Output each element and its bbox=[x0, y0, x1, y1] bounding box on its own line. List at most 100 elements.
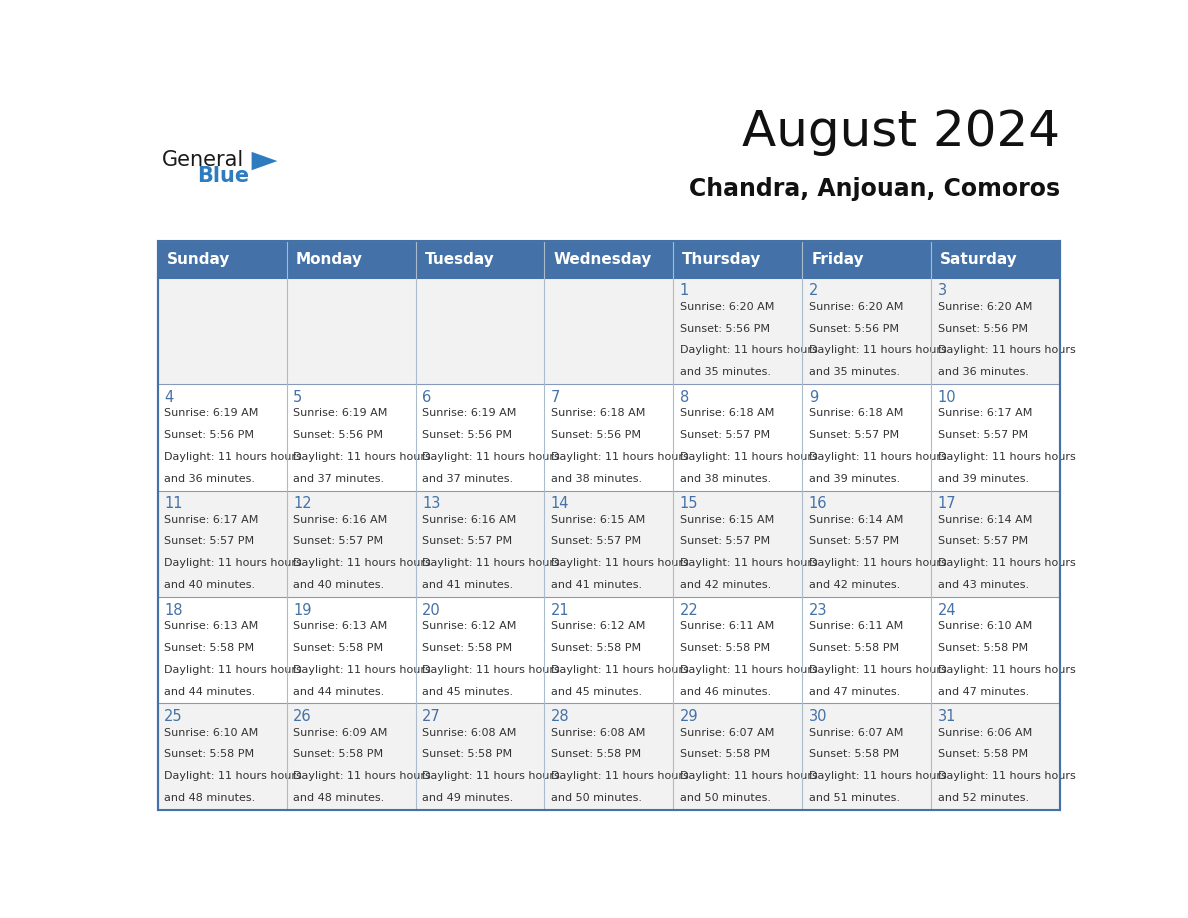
Text: 22: 22 bbox=[680, 603, 699, 618]
Text: Sunset: 5:58 PM: Sunset: 5:58 PM bbox=[680, 643, 770, 653]
Text: Daylight: 11 hours hours: Daylight: 11 hours hours bbox=[809, 345, 947, 355]
Text: Daylight: 11 hours hours: Daylight: 11 hours hours bbox=[809, 771, 947, 781]
Text: Sunset: 5:57 PM: Sunset: 5:57 PM bbox=[422, 536, 512, 546]
Text: 20: 20 bbox=[422, 603, 441, 618]
Text: Daylight: 11 hours hours: Daylight: 11 hours hours bbox=[422, 452, 560, 462]
Text: Sunrise: 6:13 AM: Sunrise: 6:13 AM bbox=[293, 621, 387, 631]
Text: 13: 13 bbox=[422, 497, 441, 511]
Text: Sunrise: 6:07 AM: Sunrise: 6:07 AM bbox=[680, 728, 775, 737]
Text: Sunrise: 6:14 AM: Sunrise: 6:14 AM bbox=[809, 515, 903, 524]
Text: Sunrise: 6:19 AM: Sunrise: 6:19 AM bbox=[293, 409, 387, 419]
Text: and 38 minutes.: and 38 minutes. bbox=[551, 474, 642, 484]
Bar bbox=[416, 384, 544, 490]
Text: and 52 minutes.: and 52 minutes. bbox=[937, 793, 1029, 803]
Text: Sunrise: 6:12 AM: Sunrise: 6:12 AM bbox=[422, 621, 517, 631]
Text: 15: 15 bbox=[680, 497, 699, 511]
Text: Sunrise: 6:19 AM: Sunrise: 6:19 AM bbox=[422, 409, 517, 419]
Text: Sunrise: 6:06 AM: Sunrise: 6:06 AM bbox=[937, 728, 1032, 737]
Text: and 51 minutes.: and 51 minutes. bbox=[809, 793, 899, 803]
Text: Daylight: 11 hours hours: Daylight: 11 hours hours bbox=[680, 558, 817, 568]
Bar bbox=[802, 384, 931, 490]
Text: Sunset: 5:57 PM: Sunset: 5:57 PM bbox=[809, 536, 899, 546]
Text: 30: 30 bbox=[809, 709, 827, 724]
Text: Sunset: 5:56 PM: Sunset: 5:56 PM bbox=[422, 430, 512, 440]
Bar bbox=[802, 241, 931, 277]
Text: and 48 minutes.: and 48 minutes. bbox=[293, 793, 384, 803]
Text: 28: 28 bbox=[551, 709, 569, 724]
Bar bbox=[931, 703, 1060, 810]
Text: and 45 minutes.: and 45 minutes. bbox=[422, 687, 513, 697]
Text: and 37 minutes.: and 37 minutes. bbox=[422, 474, 513, 484]
Bar bbox=[544, 277, 674, 384]
Bar bbox=[416, 597, 544, 703]
Text: Daylight: 11 hours hours: Daylight: 11 hours hours bbox=[164, 665, 302, 675]
Text: and 37 minutes.: and 37 minutes. bbox=[293, 474, 384, 484]
Text: Sunset: 5:58 PM: Sunset: 5:58 PM bbox=[551, 643, 642, 653]
Text: Sunrise: 6:12 AM: Sunrise: 6:12 AM bbox=[551, 621, 645, 631]
Bar bbox=[931, 241, 1060, 277]
Text: 9: 9 bbox=[809, 390, 817, 405]
Bar bbox=[544, 597, 674, 703]
Bar bbox=[286, 703, 416, 810]
Bar bbox=[416, 277, 544, 384]
Text: Sunrise: 6:18 AM: Sunrise: 6:18 AM bbox=[680, 409, 775, 419]
Text: Saturday: Saturday bbox=[940, 252, 1018, 267]
Bar bbox=[544, 490, 674, 597]
Text: Wednesday: Wednesday bbox=[554, 252, 652, 267]
Text: Thursday: Thursday bbox=[682, 252, 762, 267]
Bar bbox=[802, 490, 931, 597]
Text: Daylight: 11 hours hours: Daylight: 11 hours hours bbox=[422, 665, 560, 675]
Bar bbox=[674, 384, 802, 490]
Text: and 36 minutes.: and 36 minutes. bbox=[164, 474, 255, 484]
Text: Daylight: 11 hours hours: Daylight: 11 hours hours bbox=[937, 345, 1075, 355]
Text: and 50 minutes.: and 50 minutes. bbox=[680, 793, 771, 803]
Text: and 47 minutes.: and 47 minutes. bbox=[937, 687, 1029, 697]
Text: Sunset: 5:57 PM: Sunset: 5:57 PM bbox=[937, 430, 1028, 440]
Text: 4: 4 bbox=[164, 390, 173, 405]
Text: Sunrise: 6:11 AM: Sunrise: 6:11 AM bbox=[680, 621, 775, 631]
Text: 18: 18 bbox=[164, 603, 183, 618]
Text: Sunday: Sunday bbox=[166, 252, 230, 267]
Bar bbox=[158, 597, 286, 703]
Bar bbox=[158, 490, 286, 597]
Text: Sunset: 5:58 PM: Sunset: 5:58 PM bbox=[164, 749, 254, 759]
Text: and 35 minutes.: and 35 minutes. bbox=[809, 367, 899, 377]
Text: Daylight: 11 hours hours: Daylight: 11 hours hours bbox=[164, 558, 302, 568]
Text: Sunset: 5:58 PM: Sunset: 5:58 PM bbox=[680, 749, 770, 759]
Text: Daylight: 11 hours hours: Daylight: 11 hours hours bbox=[680, 452, 817, 462]
Text: and 39 minutes.: and 39 minutes. bbox=[937, 474, 1029, 484]
Text: 26: 26 bbox=[293, 709, 311, 724]
Text: 17: 17 bbox=[937, 497, 956, 511]
Text: Daylight: 11 hours hours: Daylight: 11 hours hours bbox=[809, 452, 947, 462]
Bar bbox=[158, 384, 286, 490]
Text: Sunrise: 6:16 AM: Sunrise: 6:16 AM bbox=[293, 515, 387, 524]
Text: Monday: Monday bbox=[296, 252, 362, 267]
Text: and 41 minutes.: and 41 minutes. bbox=[422, 580, 513, 590]
Text: 12: 12 bbox=[293, 497, 311, 511]
Text: Sunset: 5:56 PM: Sunset: 5:56 PM bbox=[680, 323, 770, 333]
Text: Sunset: 5:58 PM: Sunset: 5:58 PM bbox=[422, 749, 512, 759]
Text: Sunset: 5:58 PM: Sunset: 5:58 PM bbox=[937, 643, 1028, 653]
Text: Daylight: 11 hours hours: Daylight: 11 hours hours bbox=[937, 771, 1075, 781]
Text: and 49 minutes.: and 49 minutes. bbox=[422, 793, 513, 803]
Text: Sunrise: 6:11 AM: Sunrise: 6:11 AM bbox=[809, 621, 903, 631]
Text: Sunrise: 6:14 AM: Sunrise: 6:14 AM bbox=[937, 515, 1032, 524]
Text: Sunset: 5:58 PM: Sunset: 5:58 PM bbox=[164, 643, 254, 653]
Text: Daylight: 11 hours hours: Daylight: 11 hours hours bbox=[551, 452, 689, 462]
Bar bbox=[674, 703, 802, 810]
Text: Chandra, Anjouan, Comoros: Chandra, Anjouan, Comoros bbox=[689, 176, 1060, 201]
Text: Sunset: 5:56 PM: Sunset: 5:56 PM bbox=[551, 430, 640, 440]
Text: Friday: Friday bbox=[811, 252, 864, 267]
Text: and 47 minutes.: and 47 minutes. bbox=[809, 687, 899, 697]
Bar bbox=[802, 597, 931, 703]
Bar bbox=[416, 703, 544, 810]
Bar bbox=[931, 490, 1060, 597]
Text: Sunrise: 6:19 AM: Sunrise: 6:19 AM bbox=[164, 409, 259, 419]
Text: and 40 minutes.: and 40 minutes. bbox=[293, 580, 384, 590]
Text: Daylight: 11 hours hours: Daylight: 11 hours hours bbox=[680, 345, 817, 355]
Text: and 42 minutes.: and 42 minutes. bbox=[809, 580, 899, 590]
Text: 2: 2 bbox=[809, 284, 819, 298]
Text: and 35 minutes.: and 35 minutes. bbox=[680, 367, 771, 377]
Text: Sunrise: 6:08 AM: Sunrise: 6:08 AM bbox=[422, 728, 517, 737]
Bar bbox=[802, 277, 931, 384]
